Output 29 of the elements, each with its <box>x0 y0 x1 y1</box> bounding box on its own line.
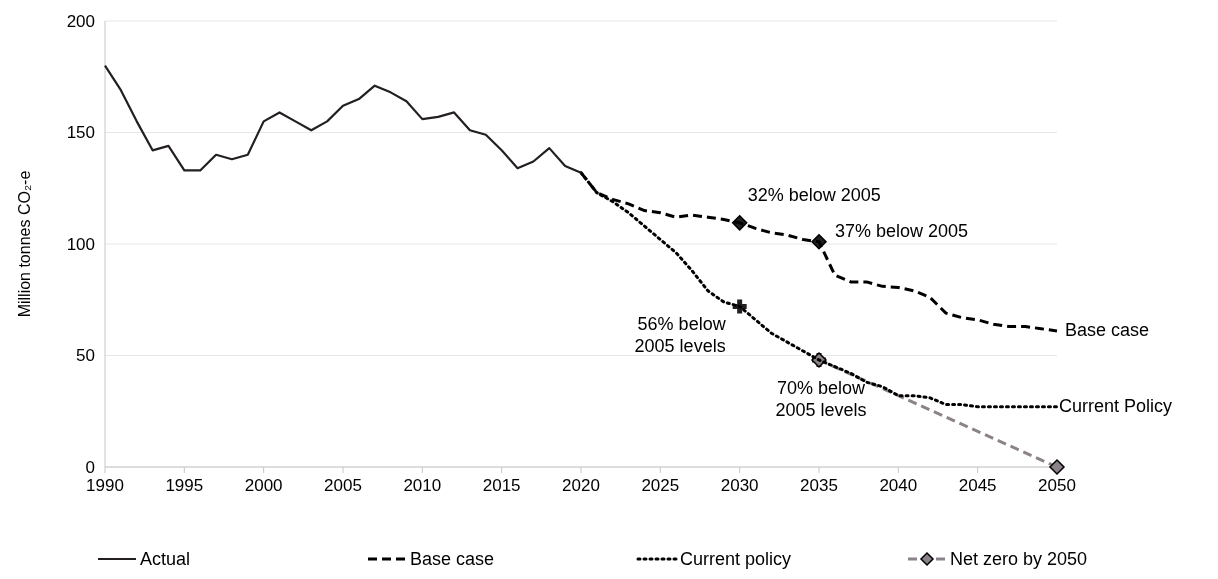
annotation: 56% below 2005 levels <box>634 314 727 357</box>
annotation: 70% below 2005 levels <box>775 377 867 420</box>
annotation: 32% below 2005 <box>747 184 881 205</box>
y-tick-label: 0 <box>85 457 95 477</box>
x-tick-label: 2050 <box>1038 476 1076 495</box>
x-tick-label: 2005 <box>324 476 362 495</box>
x-tick-label: 2010 <box>403 476 442 495</box>
annotation: 37% below 2005 <box>835 220 969 241</box>
legend-label: Current policy <box>680 549 792 570</box>
y-tick-label: 100 <box>66 234 95 254</box>
x-tick-label: 1990 <box>86 476 124 495</box>
x-tick-label: 2025 <box>641 476 680 495</box>
annotation: Current Policy <box>1059 395 1173 416</box>
x-tick-label: 2035 <box>800 476 838 495</box>
x-tick-label: 2040 <box>879 476 918 495</box>
annotation: Base case <box>1065 319 1150 340</box>
legend-label: Base case <box>410 549 495 570</box>
x-tick-label: 2020 <box>562 476 600 495</box>
x-tick-label: 2030 <box>720 476 759 495</box>
x-tick-label: 1995 <box>165 476 204 495</box>
legend-label: Actual <box>140 549 191 570</box>
y-axis-title: Million tonnes CO₂-e <box>16 170 33 318</box>
legend-label: Net zero by 2050 <box>950 549 1088 570</box>
y-tick-label: 150 <box>66 123 95 143</box>
y-tick-label: 50 <box>76 346 95 366</box>
x-tick-label: 2000 <box>244 476 283 495</box>
x-tick-label: 2015 <box>482 476 521 495</box>
x-tick-label: 2045 <box>958 476 997 495</box>
y-tick-label: 200 <box>66 11 95 31</box>
